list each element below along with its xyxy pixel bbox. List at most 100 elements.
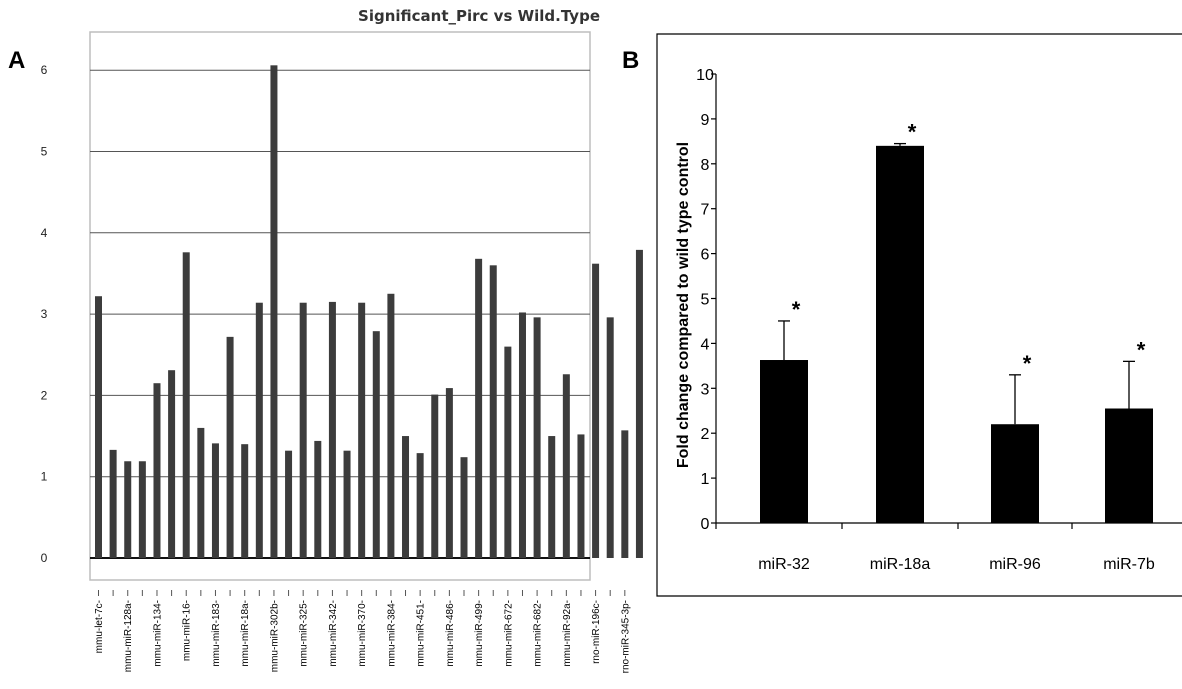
chart-a-bar — [197, 427, 205, 558]
chart-a-bar — [518, 312, 526, 558]
chart-a-bar — [343, 450, 351, 558]
chart-a-x-tick-label: mmu-miR-18a- — [240, 600, 251, 667]
chart-b-y-tick-label: 2 — [701, 426, 710, 443]
chart-a-bar — [299, 302, 307, 558]
chart-a-x-tick-label: mmu-miR-302b- — [269, 600, 280, 672]
chart-a-bar — [431, 394, 439, 558]
chart-b-y-tick-label: 6 — [701, 247, 710, 264]
chart-a-bar — [241, 444, 249, 558]
chart-a-x-tick-label: mmu-let-7c- — [94, 600, 105, 653]
chart-a-x-tick-label: rno-miR-345-3p- — [620, 600, 631, 673]
chart-a-y-axis: 0 1 2 3 4 5 6 — [41, 63, 48, 565]
chart-a-y-tick-label: 4 — [41, 226, 48, 240]
chart-a-bar — [372, 331, 380, 558]
chart-b-y-tick-label: 9 — [701, 112, 710, 129]
chart-b-significance-marker: * — [1137, 337, 1146, 362]
chart-a-bar — [592, 263, 600, 558]
chart-a-y-tick-label: 0 — [41, 551, 48, 565]
chart-a-bar — [109, 449, 117, 558]
chart-a-x-tick-label: mmu-miR-486- — [445, 600, 456, 667]
chart-a-bars — [95, 65, 643, 559]
chart-a-bar — [445, 388, 453, 558]
chart-a-y-tick-label: 1 — [41, 470, 48, 484]
chart-a-bar — [270, 65, 278, 559]
chart-a-bar — [504, 346, 512, 558]
chart-a-x-tick-label: mmu-miR-499- — [474, 600, 485, 667]
chart-a-bar — [562, 374, 570, 558]
chart-a-bar — [255, 302, 263, 558]
chart-b-y-tick-label: 8 — [701, 157, 710, 174]
chart-b-x-tick-label: miR-7b — [1103, 556, 1155, 573]
chart-a-bar — [95, 296, 102, 558]
chart-b-significance-marker: * — [1023, 351, 1032, 376]
chart-a-bar — [460, 457, 468, 558]
chart-a-y-tick-label: 2 — [41, 388, 48, 402]
chart-a-bar — [577, 434, 585, 558]
chart-a-x-tick-label: mmu-miR-16- — [182, 600, 193, 661]
chart-b-x-axis: miR-32 miR-18a miR-96 miR-7b — [715, 523, 1155, 573]
chart-a-bar — [402, 436, 410, 558]
chart-a-bar — [635, 249, 643, 559]
chart-a-bar — [182, 252, 190, 558]
chart-b-bar — [991, 424, 1039, 523]
chart-a-bar — [533, 317, 541, 558]
chart-b-y-tick-label: 1 — [701, 471, 710, 488]
chart-b-significance-marker: * — [792, 297, 801, 322]
chart-b-bar — [876, 145, 924, 523]
chart-b-y-axis: 0 1 2 3 4 5 6 7 8 9 10 — [696, 67, 716, 533]
chart-b-bar — [760, 360, 808, 523]
panel-b-letter: B — [622, 47, 639, 74]
panel-b: B Fold change compared to wild type cont… — [622, 33, 1182, 597]
chart-b-x-tick-label: miR-18a — [870, 556, 931, 573]
panel-a-letter: A — [8, 47, 25, 74]
chart-a-x-tick-label: mmu-miR-672- — [503, 600, 514, 667]
chart-a-y-tick-label: 5 — [41, 145, 48, 159]
chart-b-y-tick-label: 3 — [701, 381, 710, 398]
chart-b-bar — [1105, 408, 1153, 523]
chart-a-x-tick-label: mmu-miR-451- — [416, 600, 427, 667]
chart-a-bar — [475, 258, 483, 558]
chart-a-bar — [328, 301, 336, 558]
chart-b-y-tick-label: 7 — [701, 202, 710, 219]
chart-a-x-tick-label: mmu-miR-682- — [533, 600, 544, 667]
chart-a-x-tick-label: mmu-miR-384- — [386, 600, 397, 667]
chart-a-bar — [124, 461, 132, 558]
chart-a-bar — [285, 450, 293, 558]
chart-b-x-tick-label: miR-32 — [758, 556, 810, 573]
chart-a-bar — [226, 336, 234, 558]
chart-a-x-tick-label: rno-miR-196c- — [591, 600, 602, 664]
chart-a-bar — [416, 453, 424, 558]
chart-a-bar — [621, 430, 629, 558]
chart-a-bar — [153, 383, 161, 558]
chart-a-x-tick-label: mmu-miR-92a- — [562, 600, 573, 667]
chart-a-x-tick-label: mmu-miR-183- — [211, 600, 222, 667]
panel-a: A Significant_Pirc vs Wild.Type 0123456 … — [8, 7, 643, 673]
chart-a-x-axis: mmu-let-7c-mmu-miR-128a-mmu-miR-134- mmu-… — [94, 590, 631, 673]
chart-a-bar — [387, 293, 395, 558]
chart-a-y-tick-label: 3 — [41, 307, 48, 321]
chart-a-bar — [606, 317, 614, 558]
chart-b-y-axis-label: Fold change compared to wild type contro… — [675, 142, 692, 468]
chart-a-x-tick-label: mmu-miR-342- — [328, 600, 339, 667]
chart-b-bars: * * * * — [760, 120, 1153, 523]
chart-b-y-tick-label: 5 — [701, 292, 710, 309]
chart-a-bar — [168, 370, 176, 558]
chart-a-bar — [358, 302, 366, 558]
chart-a-title: Significant_Pirc vs Wild.Type — [358, 7, 600, 25]
chart-a-x-tick-label: mmu-miR-370- — [357, 600, 368, 667]
chart-a-x-tick-label: mmu-miR-325- — [299, 600, 310, 667]
chart-b-y-tick-label: 0 — [701, 516, 710, 533]
chart-a-x-tick-label: mmu-miR-128a- — [123, 600, 134, 672]
chart-a-bar — [548, 436, 556, 558]
chart-a-bar — [314, 440, 322, 558]
chart-a-bar — [211, 443, 219, 558]
chart-a-plot-frame — [89, 31, 591, 581]
chart-b-frame — [656, 33, 1182, 597]
chart-b-y-tick-label: 10 — [696, 67, 714, 84]
chart-b-significance-marker: * — [908, 120, 917, 145]
chart-b-y-tick-label: 4 — [701, 336, 710, 353]
chart-a-x-tick-label: mmu-miR-134- — [152, 600, 163, 667]
chart-a-y-tick-label: 6 — [41, 63, 48, 77]
